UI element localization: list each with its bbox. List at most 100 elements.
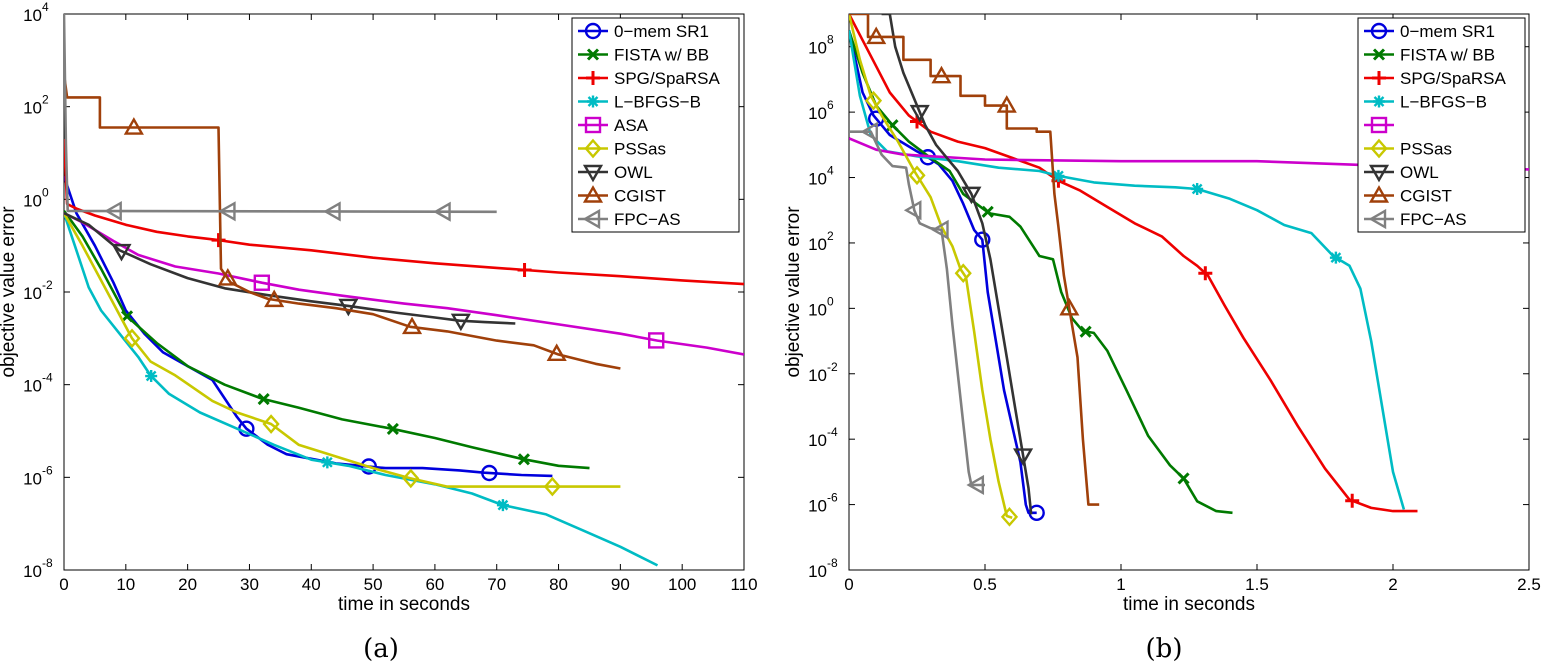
series-0 [64,175,553,482]
legend-item: OWL [1364,163,1439,183]
marker-star [1329,251,1342,264]
y-tick-exponent: -8 [827,556,838,570]
marker-plus [586,71,600,85]
x-tick-label: 20 [178,575,197,594]
legend-item: PSSas [578,138,666,159]
marker-diamond [1000,507,1019,527]
y-tick-exponent: 0 [827,294,834,308]
marker-triangle-left [433,201,451,222]
y-tick-exponent: -2 [42,278,53,292]
y-tick-label: 10 [808,104,827,123]
marker-star [1052,169,1065,182]
marker-triangle-up [582,185,604,203]
legend-item: PSSas [1364,138,1452,159]
series-7 [849,14,1100,506]
marker-triangle-up [1059,297,1080,316]
marker-diamond [262,414,280,434]
plot-frame [848,13,1530,571]
series-2 [64,139,744,286]
y-tick-exponent: 4 [42,0,49,14]
y-tick-label: 10 [808,235,827,254]
y-tick-label: 10 [23,191,42,210]
legend-label: FISTA w/ BB [1400,46,1495,65]
legend: 0−mem SR1 FISTA w/ BB SPG/SpaRSA L−BFGS−B AS… [571,17,740,233]
series-line [64,139,744,286]
series-6 [881,14,1034,515]
marker-circle [1028,504,1045,521]
y-tick-exponent: 4 [827,164,834,178]
y-axis-label: objective value error [0,206,19,378]
legend-item: FISTA w/ BB [1364,46,1495,65]
marker-x [386,422,399,436]
marker-triangle-down [111,243,132,262]
series-line [849,30,1037,515]
series-2 [849,14,1418,513]
x-tick-label: 60 [425,575,444,594]
legend-item: CGIST [1364,185,1452,206]
y-tick-label: 10 [808,366,827,385]
marker-diamond [123,328,141,349]
marker-triangle-up [264,289,285,308]
marker-circle [481,464,498,482]
series-line [849,14,1100,506]
series-3 [64,212,659,567]
marker-circle [974,231,991,248]
figure-caption: (a) [363,634,399,664]
marker-square [253,274,271,291]
series-line [849,130,985,487]
marker-triangle-left [931,219,949,240]
marker-circle [1370,22,1388,40]
series-line [64,212,621,488]
legend-label: CGIST [614,187,666,206]
x-tick-label: 100 [668,575,696,594]
legend-item: OWL [578,163,653,183]
marker-plus [517,262,532,277]
marker-triangle-up [931,65,952,84]
marker-x [1372,48,1386,61]
legend-item: L−BFGS−B [1364,93,1487,112]
legend-label: PSSas [614,140,666,159]
legend-item: FPC−AS [578,208,681,230]
x-tick-label: 10 [116,575,135,594]
series-line [881,14,1033,515]
y-tick-label: 10 [808,39,827,58]
marker-triangle-left [903,200,922,221]
legend-label: OWL [614,163,653,182]
marker-square [1370,116,1388,134]
marker-triangle-left [218,201,236,222]
marker-x [120,310,134,323]
y-tick-exponent: -4 [42,371,53,385]
marker-diamond [908,165,926,186]
marker-triangle-down [1368,164,1390,183]
marker-triangle-down [450,313,471,332]
y-tick-label: 10 [23,469,42,488]
marker-x [1177,472,1190,485]
marker-triangle-left [1368,208,1387,230]
marker-triangle-up [123,117,144,135]
marker-triangle-down [961,186,982,205]
y-tick-exponent: 8 [827,33,834,47]
legend-label: L−BFGS−B [614,93,701,112]
marker-triangle-left [966,474,985,496]
y-tick-exponent: -6 [42,463,53,477]
y-tick-label: 10 [23,562,42,581]
marker-diamond [864,90,883,111]
marker-triangle-left [104,200,122,222]
series-5 [849,14,1019,527]
y-tick-label: 10 [808,497,827,516]
legend-item: FISTA w/ BB [578,46,709,65]
legend-item: L−BFGS−B [578,93,701,112]
series-3 [849,30,1406,510]
x-tick-label: 70 [487,575,506,594]
series-1 [64,210,590,470]
x-tick-label: 0.5 [973,575,997,594]
legend-item: SPG/SpaRSA [1364,69,1506,88]
legend-label: SPG/SpaRSA [1400,69,1506,88]
marker-star [496,499,509,512]
series-7 [64,74,621,370]
legend-label: 0−mem SR1 [614,22,709,41]
marker-x [257,392,270,406]
